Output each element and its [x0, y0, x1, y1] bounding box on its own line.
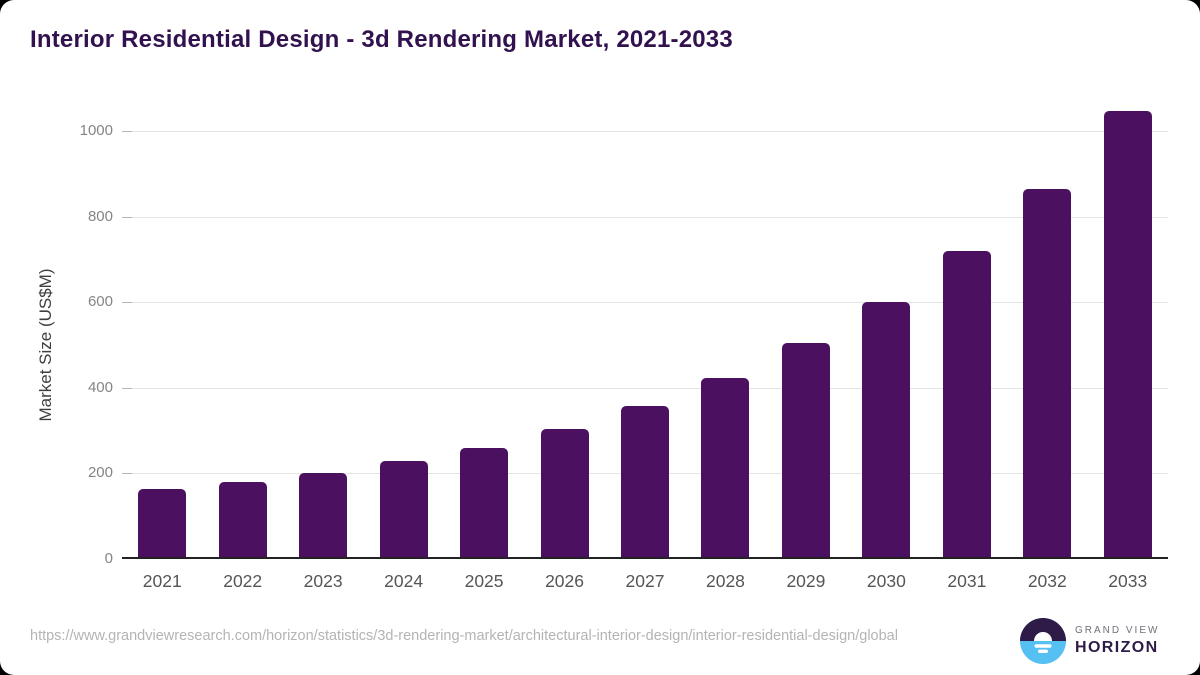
x-tick-label-2029: 2029: [786, 571, 826, 591]
y-tickmark-800: [122, 216, 132, 218]
x-tick-label-2030: 2030: [866, 571, 906, 591]
bar-2027: [621, 405, 669, 559]
bar-2025: [460, 448, 509, 559]
bar-2030: [862, 302, 911, 559]
bar-2026: [540, 428, 589, 559]
y-tickmark-1000: [122, 131, 132, 132]
x-tick-label-2024: 2024: [384, 571, 424, 591]
x-tick-label-2031: 2031: [947, 571, 987, 591]
x-tick-label-2033: 2033: [1108, 571, 1148, 591]
brand-name-top: GRAND VIEW: [1075, 625, 1160, 636]
gridline-1000: [122, 131, 1168, 132]
x-tick-label-2025: 2025: [464, 571, 504, 591]
x-tick-label-2022: 2022: [223, 571, 263, 591]
bar-2033: [1103, 111, 1152, 559]
brand-wordmark: GRAND VIEW HORIZON: [1075, 625, 1159, 657]
bar-2029: [781, 343, 830, 559]
bar-2024: [379, 461, 428, 559]
gridline-800: [122, 216, 1168, 218]
chart-title: Interior Residential Design - 3d Renderi…: [30, 26, 733, 53]
x-tick-label-2032: 2032: [1027, 571, 1067, 591]
bar-2028: [701, 377, 750, 559]
y-tick-label-800: 800: [87, 207, 113, 225]
bar-2021: [138, 489, 187, 559]
x-tick-label-2026: 2026: [545, 571, 584, 591]
y-tick-label-200: 200: [87, 464, 113, 482]
y-tick-label-1000: 1000: [79, 122, 113, 139]
bar-2031: [942, 251, 991, 559]
y-tick-label-600: 600: [87, 293, 113, 311]
y-tickmark-200: [122, 473, 132, 475]
y-tick-label-400: 400: [87, 378, 113, 396]
x-tick-label-2027: 2027: [625, 571, 665, 591]
y-tickmark-600: [122, 302, 132, 304]
x-tick-label-2021: 2021: [142, 571, 182, 591]
y-tickmark-400: [122, 387, 132, 389]
bar-2023: [299, 472, 348, 559]
gridline-400: [122, 387, 1168, 389]
x-tick-label-2028: 2028: [705, 571, 745, 591]
bar-2032: [1023, 189, 1072, 559]
horizon-logo-icon: [1020, 618, 1066, 664]
brand-name-bottom: HORIZON: [1075, 639, 1159, 656]
source-url: https://www.grandviewresearch.com/horizo…: [30, 628, 898, 644]
brand-logo: GRAND VIEW HORIZON: [1020, 618, 1159, 664]
x-tick-label-2023: 2023: [303, 571, 343, 591]
y-axis-title: Market Size (US$M): [36, 268, 55, 422]
x-axis-line: [122, 557, 1168, 559]
y-tick-label-0: 0: [104, 550, 113, 567]
bar-2022: [218, 481, 267, 559]
gridline-600: [122, 302, 1168, 304]
